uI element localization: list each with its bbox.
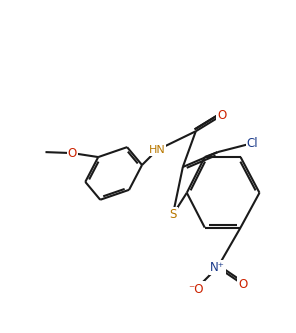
Text: O: O: [68, 147, 77, 160]
Text: HN: HN: [149, 145, 165, 155]
Text: Cl: Cl: [247, 137, 258, 150]
Text: HN: HN: [149, 145, 165, 155]
Text: ⁻O: ⁻O: [188, 283, 204, 296]
Text: S: S: [169, 208, 177, 221]
Text: O: O: [238, 278, 247, 291]
Text: S: S: [169, 208, 177, 221]
Text: ⁻O: ⁻O: [188, 283, 204, 296]
Text: N⁺: N⁺: [210, 261, 225, 274]
Text: O: O: [217, 109, 226, 122]
Text: O: O: [238, 278, 247, 291]
Text: O: O: [68, 147, 77, 160]
Text: Cl: Cl: [247, 137, 258, 150]
Text: N⁺: N⁺: [210, 261, 225, 274]
Text: O: O: [217, 109, 226, 122]
